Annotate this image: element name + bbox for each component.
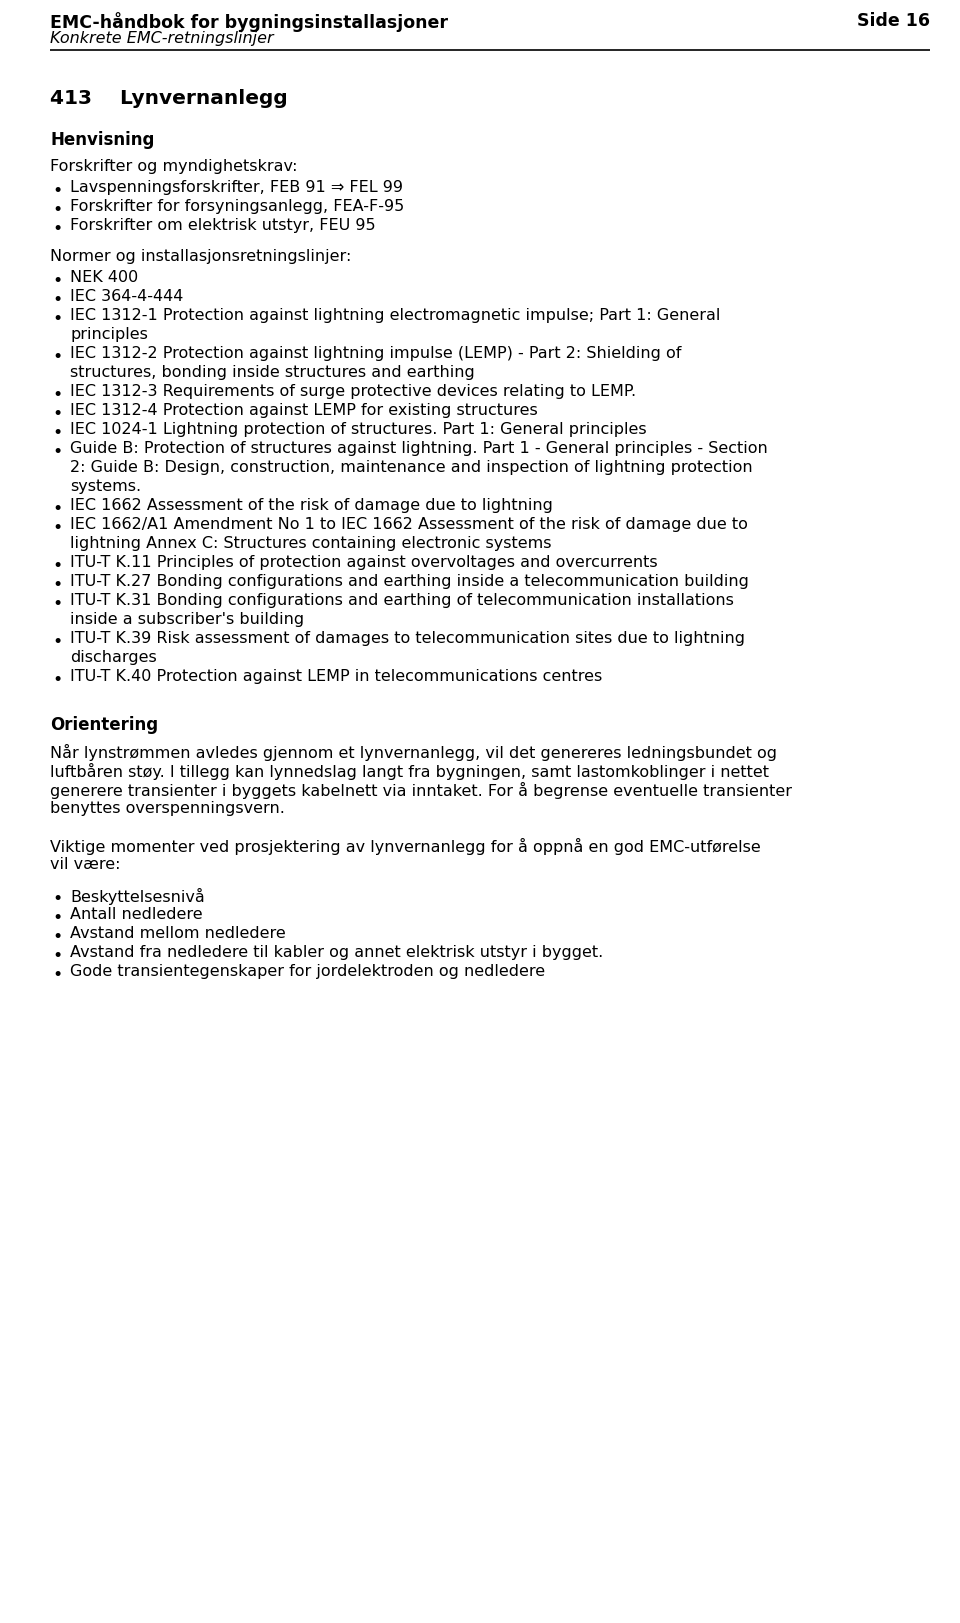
- Text: •: •: [52, 633, 62, 651]
- Text: •: •: [52, 557, 62, 575]
- Text: •: •: [52, 594, 62, 612]
- Text: Forskrifter og myndighetskrav:: Forskrifter og myndighetskrav:: [50, 159, 298, 174]
- Text: Antall nedledere: Antall nedledere: [70, 906, 203, 922]
- Text: generere transienter i byggets kabelnett via inntaket. For å begrense eventuelle: generere transienter i byggets kabelnett…: [50, 782, 792, 799]
- Text: IEC 1312-4 Protection against LEMP for existing structures: IEC 1312-4 Protection against LEMP for e…: [70, 403, 538, 417]
- Text: IEC 364-4-444: IEC 364-4-444: [70, 289, 183, 304]
- Text: Henvisning: Henvisning: [50, 131, 155, 149]
- Text: Konkrete EMC-retningslinjer: Konkrete EMC-retningslinjer: [50, 31, 274, 45]
- Text: •: •: [52, 310, 62, 328]
- Text: •: •: [52, 182, 62, 200]
- Text: Forskrifter om elektrisk utstyr, FEU 95: Forskrifter om elektrisk utstyr, FEU 95: [70, 217, 375, 232]
- Text: Avstand mellom nedledere: Avstand mellom nedledere: [70, 925, 286, 940]
- Text: NEK 400: NEK 400: [70, 269, 138, 284]
- Text: IEC 1662/A1 Amendment No 1 to IEC 1662 Assessment of the risk of damage due to: IEC 1662/A1 Amendment No 1 to IEC 1662 A…: [70, 516, 748, 532]
- Text: inside a subscriber's building: inside a subscriber's building: [70, 612, 304, 626]
- Text: Guide B: Protection of structures against lightning. Part 1 - General principles: Guide B: Protection of structures agains…: [70, 441, 768, 456]
- Text: •: •: [52, 889, 62, 907]
- Text: Normer og installasjonsretningslinjer:: Normer og installasjonsretningslinjer:: [50, 248, 351, 265]
- Text: •: •: [52, 424, 62, 441]
- Text: •: •: [52, 576, 62, 594]
- Text: Viktige momenter ved prosjektering av lynvernanlegg for å oppnå en god EMC-utfør: Viktige momenter ved prosjektering av ly…: [50, 837, 760, 854]
- Text: •: •: [52, 519, 62, 537]
- Text: principles: principles: [70, 326, 148, 342]
- Text: Forskrifter for forsyningsanlegg, FEA-F-95: Forskrifter for forsyningsanlegg, FEA-F-…: [70, 200, 404, 214]
- Text: •: •: [52, 291, 62, 308]
- Text: Orientering: Orientering: [50, 716, 158, 734]
- Text: Lavspenningsforskrifter, FEB 91 ⇒ FEL 99: Lavspenningsforskrifter, FEB 91 ⇒ FEL 99: [70, 180, 403, 195]
- Text: •: •: [52, 909, 62, 927]
- Text: •: •: [52, 500, 62, 518]
- Text: •: •: [52, 271, 62, 291]
- Text: discharges: discharges: [70, 649, 156, 664]
- Text: 413    Lynvernanlegg: 413 Lynvernanlegg: [50, 89, 288, 109]
- Text: benyttes overspenningsvern.: benyttes overspenningsvern.: [50, 800, 285, 815]
- Text: structures, bonding inside structures and earthing: structures, bonding inside structures an…: [70, 365, 475, 380]
- Text: vil være:: vil være:: [50, 857, 121, 872]
- Text: Gode transientegenskaper for jordelektroden og nedledere: Gode transientegenskaper for jordelektro…: [70, 964, 545, 979]
- Text: ITU-T K.27 Bonding configurations and earthing inside a telecommunication buildi: ITU-T K.27 Bonding configurations and ea…: [70, 573, 749, 589]
- Text: Beskyttelsesnivå: Beskyttelsesnivå: [70, 888, 204, 904]
- Text: •: •: [52, 946, 62, 964]
- Text: Når lynstrømmen avledes gjennom et lynvernanlegg, vil det genereres ledningsbund: Når lynstrømmen avledes gjennom et lynve…: [50, 743, 777, 761]
- Text: •: •: [52, 386, 62, 404]
- Text: ITU-T K.39 Risk assessment of damages to telecommunication sites due to lightnin: ITU-T K.39 Risk assessment of damages to…: [70, 631, 745, 646]
- Text: IEC 1312-2 Protection against lightning impulse (LEMP) - Part 2: Shielding of: IEC 1312-2 Protection against lightning …: [70, 346, 682, 360]
- Text: systems.: systems.: [70, 479, 141, 493]
- Text: Side 16: Side 16: [857, 11, 930, 29]
- Text: Avstand fra nedledere til kabler og annet elektrisk utstyr i bygget.: Avstand fra nedledere til kabler og anne…: [70, 945, 603, 959]
- Text: •: •: [52, 347, 62, 365]
- Text: IEC 1024-1 Lightning protection of structures. Part 1: General principles: IEC 1024-1 Lightning protection of struc…: [70, 422, 647, 437]
- Text: EMC-håndbok for bygningsinstallasjoner: EMC-håndbok for bygningsinstallasjoner: [50, 11, 448, 32]
- Text: •: •: [52, 443, 62, 461]
- Text: lightning Annex C: Structures containing electronic systems: lightning Annex C: Structures containing…: [70, 536, 551, 550]
- Text: IEC 1312-1 Protection against lightning electromagnetic impulse; Part 1: General: IEC 1312-1 Protection against lightning …: [70, 308, 720, 323]
- Text: •: •: [52, 927, 62, 946]
- Text: •: •: [52, 670, 62, 688]
- Text: 2: Guide B: Design, construction, maintenance and inspection of lightning protec: 2: Guide B: Design, construction, mainte…: [70, 459, 753, 474]
- Text: IEC 1662 Assessment of the risk of damage due to lightning: IEC 1662 Assessment of the risk of damag…: [70, 498, 553, 513]
- Text: ITU-T K.40 Protection against LEMP in telecommunications centres: ITU-T K.40 Protection against LEMP in te…: [70, 669, 602, 683]
- Text: •: •: [52, 219, 62, 239]
- Text: IEC 1312-3 Requirements of surge protective devices relating to LEMP.: IEC 1312-3 Requirements of surge protect…: [70, 383, 636, 399]
- Text: •: •: [52, 966, 62, 984]
- Text: •: •: [52, 201, 62, 219]
- Text: ITU-T K.11 Principles of protection against overvoltages and overcurrents: ITU-T K.11 Principles of protection agai…: [70, 555, 658, 570]
- Text: luftbåren støy. I tillegg kan lynnedslag langt fra bygningen, samt lastomkobling: luftbåren støy. I tillegg kan lynnedslag…: [50, 763, 769, 779]
- Text: ITU-T K.31 Bonding configurations and earthing of telecommunication installation: ITU-T K.31 Bonding configurations and ea…: [70, 592, 733, 607]
- Text: •: •: [52, 404, 62, 422]
